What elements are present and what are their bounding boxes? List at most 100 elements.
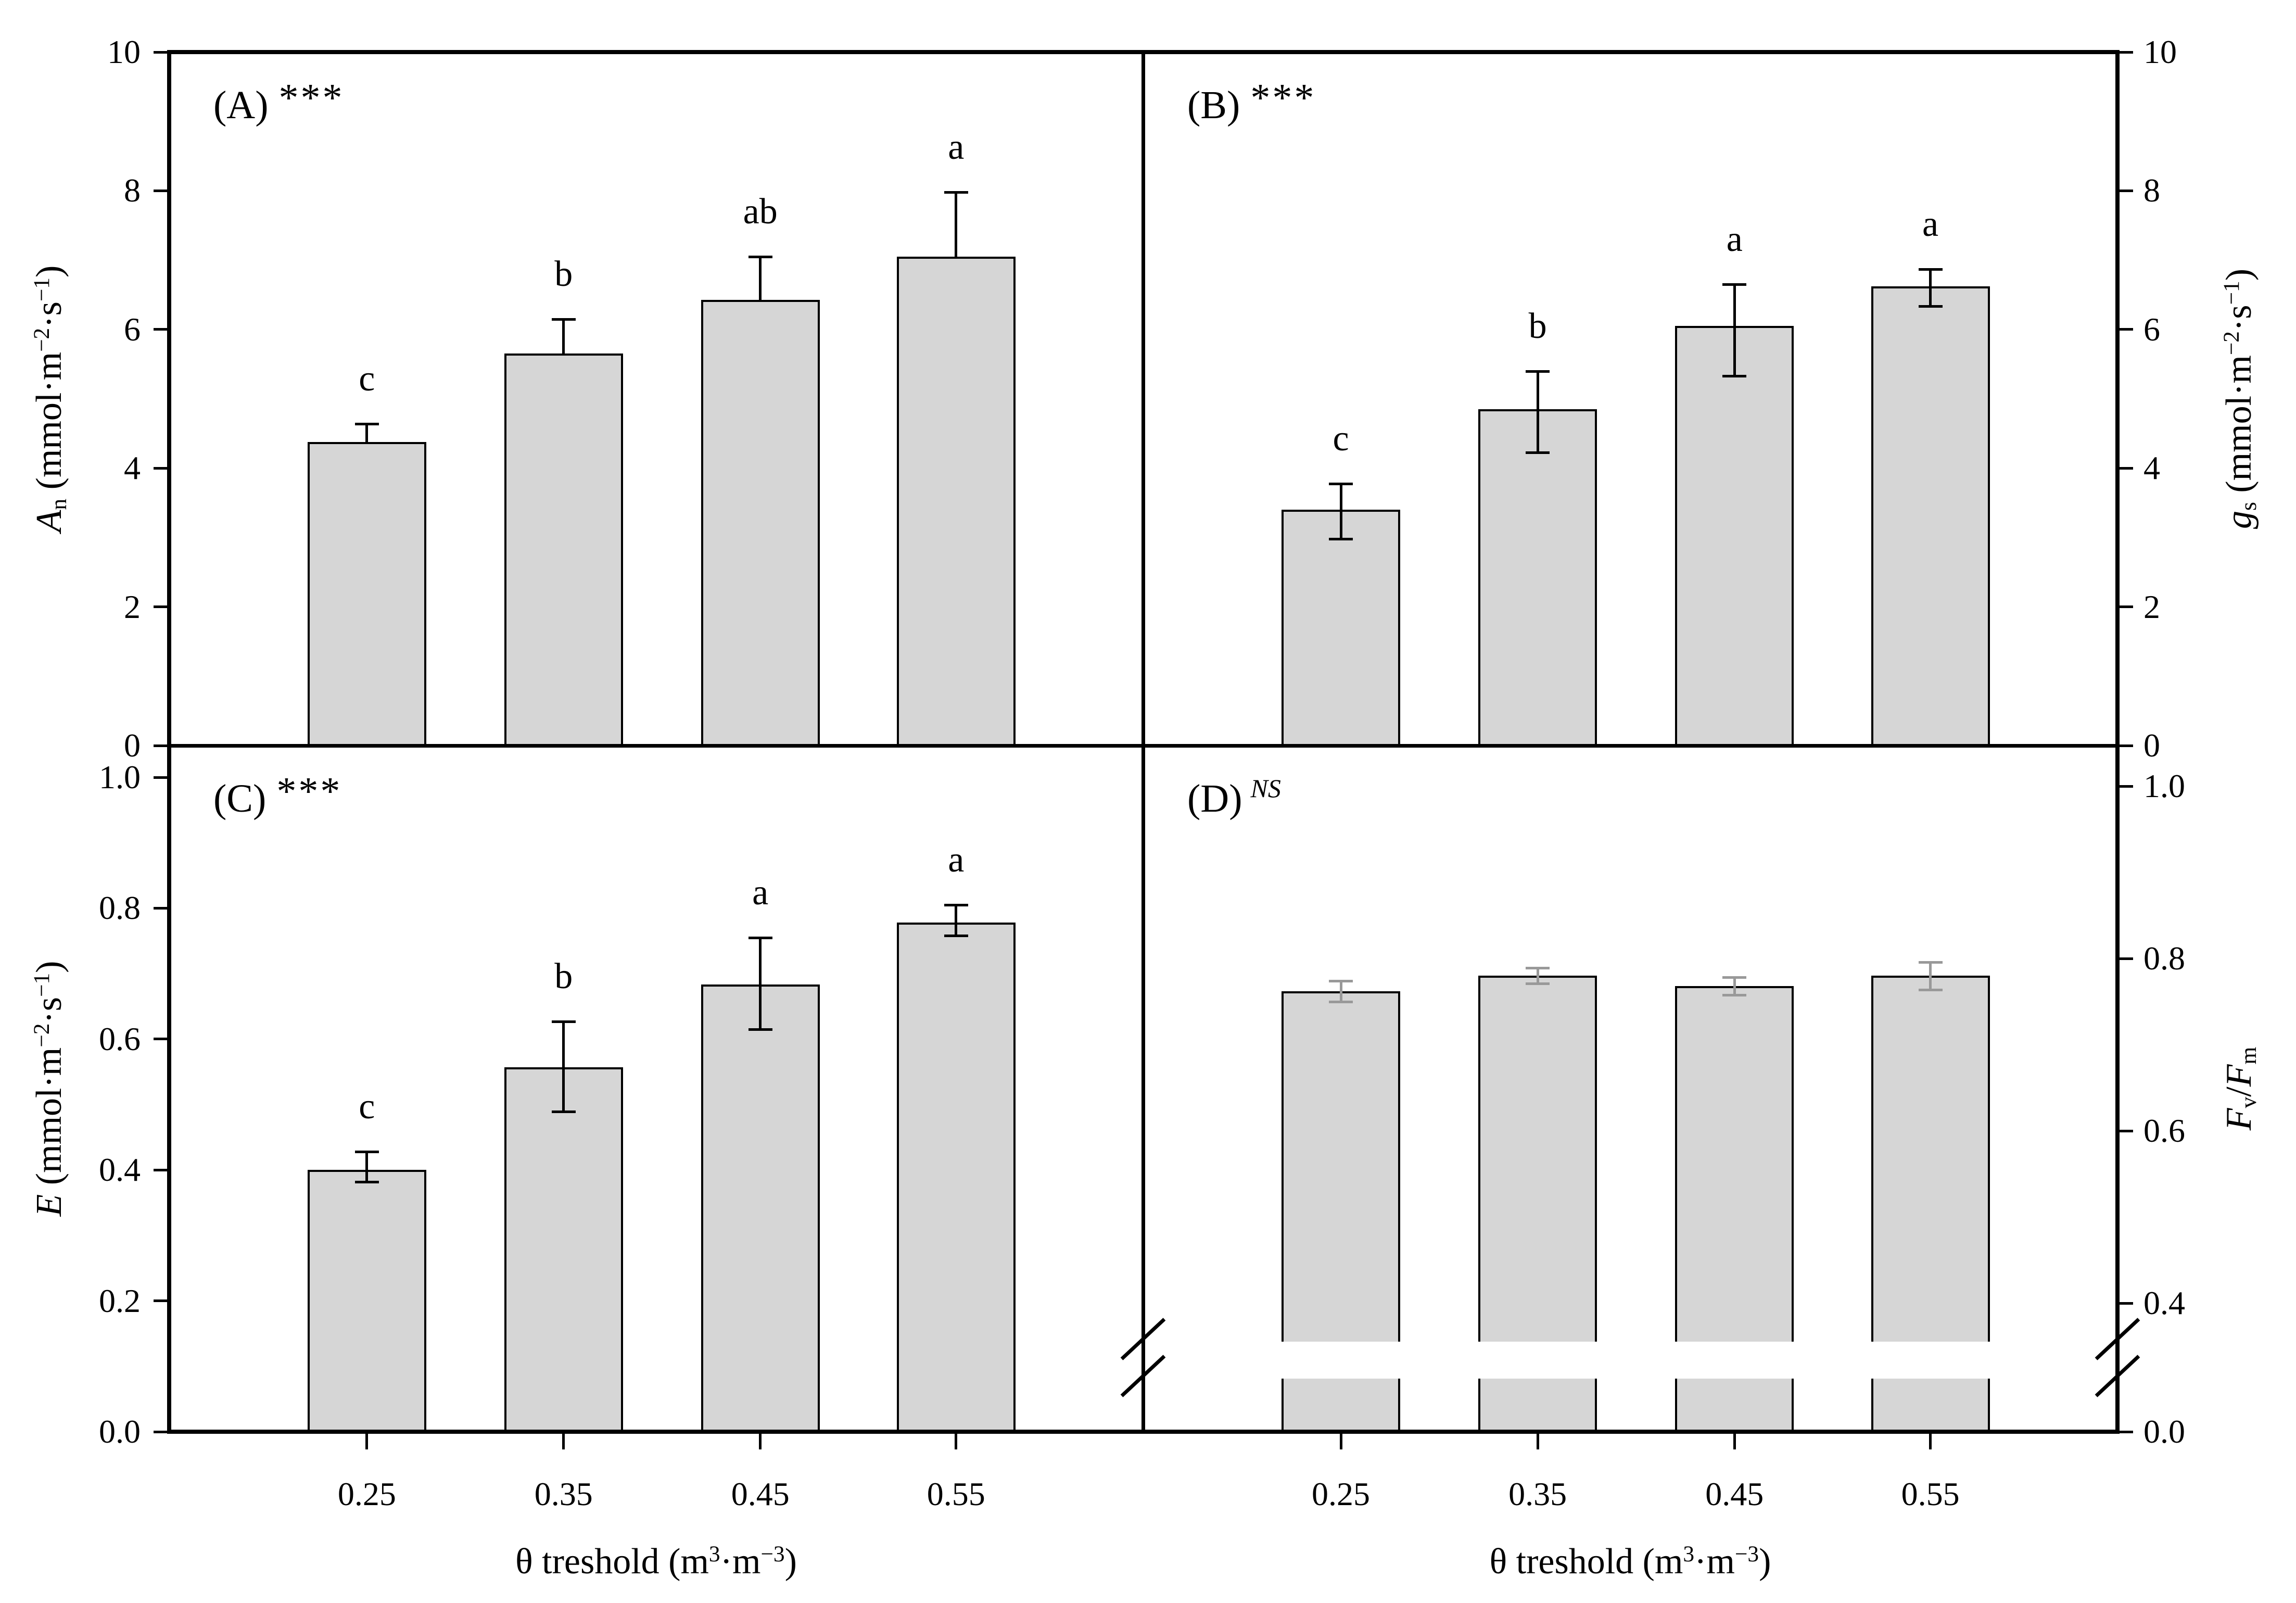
label-segment: ·s (2219, 305, 2259, 332)
label-segment: / (2219, 1087, 2259, 1097)
x-tick-label: 0.45 (731, 1475, 790, 1512)
error-bar-stem (1339, 981, 1342, 1002)
x-tick-label: 0.45 (1705, 1475, 1764, 1512)
x-axis-tick (1339, 1434, 1342, 1449)
y-axis-tick (2117, 51, 2133, 54)
label-segment: ·m (720, 1542, 761, 1582)
bar-segment-upper (1478, 976, 1597, 1342)
significance-marker: *** (1250, 76, 1316, 120)
y-tick-label: 2 (124, 588, 141, 625)
error-bar-cap-top (1918, 961, 1943, 964)
label-segment: ) (1759, 1542, 1771, 1582)
x-tick-label: 0.25 (1312, 1475, 1371, 1512)
y-axis-tick (2117, 1129, 2133, 1132)
bar-letter: b (1528, 306, 1547, 346)
label-segment: v (2236, 1096, 2261, 1108)
error-bar-cap-top (1329, 482, 1353, 485)
bar-letter: b (554, 254, 573, 294)
label-segment: 3 (1683, 1542, 1695, 1567)
y-axis-tick (2117, 605, 2133, 609)
error-bar-stem (1929, 962, 1932, 990)
error-bar-cap-bottom (1329, 1000, 1353, 1003)
y-tick-label: 0.4 (99, 1151, 141, 1189)
error-bar-cap-top (1526, 967, 1550, 970)
error-bar-cap-top (748, 255, 772, 258)
error-bar-cap-bottom (748, 1028, 772, 1031)
error-bar-stem (1929, 269, 1932, 306)
error-bar-cap-top (551, 1020, 576, 1023)
y-axis-tick (154, 744, 169, 747)
label-segment: ) (29, 265, 69, 278)
error-bar-cap-bottom (1722, 375, 1747, 378)
label-segment: ·s (29, 997, 69, 1024)
error-bar-cap-top (748, 936, 772, 939)
error-bar-cap-top (944, 904, 968, 907)
y-axis-tick (154, 328, 169, 331)
label-segment: −2 (2219, 331, 2244, 356)
error-bar-cap-top (551, 318, 576, 321)
error-bar-cap-top (1526, 370, 1550, 373)
label-segment: −1 (29, 277, 55, 302)
y-axis-tick (2117, 1430, 2133, 1433)
significance-marker: NS (1250, 774, 1281, 803)
label-segment: s (2236, 502, 2261, 511)
error-bar-cap-top (1329, 980, 1353, 983)
error-bar-cap-bottom (1526, 451, 1550, 454)
label-segment: θ treshold (m (515, 1542, 709, 1582)
bar (1282, 510, 1401, 746)
label-segment: 3 (708, 1542, 720, 1567)
error-bar-cap-bottom (1526, 982, 1550, 985)
label-segment: ·m (1694, 1542, 1735, 1582)
y-tick-label: 0.6 (99, 1020, 141, 1057)
error-bar-stem (1733, 284, 1736, 376)
label-segment: (mmol·m (2219, 355, 2259, 502)
bar (1675, 326, 1794, 746)
bar (504, 354, 623, 746)
y-tick-label: 1.0 (99, 759, 141, 796)
x-tick-label: 0.35 (534, 1475, 593, 1512)
error-bar-cap-top (944, 191, 968, 194)
y-tick-label: 0.4 (2143, 1284, 2185, 1321)
y-tick-label: 0.6 (2143, 1112, 2185, 1149)
bar-letter: a (948, 840, 965, 880)
bar-letter: b (554, 956, 573, 996)
y-axis-tick (2117, 1302, 2133, 1305)
panel-letter: (B) (1187, 83, 1240, 127)
panel-letter: (D) (1187, 777, 1242, 821)
bar-segment-upper (1282, 991, 1401, 1342)
panel-letter: (C) (213, 777, 267, 821)
label-segment: m (2236, 1046, 2261, 1065)
x-tick-label: 0.55 (1901, 1475, 1960, 1512)
label-segment: ) (2219, 268, 2259, 281)
bar-segment-upper (1675, 986, 1794, 1342)
x-axis-tick (1733, 1434, 1736, 1449)
y-tick-label: 0.0 (2143, 1413, 2185, 1450)
error-bar-stem (759, 937, 762, 1029)
panel-divider-horizontal (169, 743, 2117, 748)
error-bar-cap-top (1722, 976, 1747, 979)
y-axis-title: Fv/Fm (2218, 1046, 2261, 1130)
label-segment: −3 (760, 1542, 785, 1567)
x-axis-tick (1536, 1434, 1539, 1449)
y-tick-label: 6 (124, 310, 141, 348)
x-axis-tick (955, 1434, 958, 1449)
label-segment: −1 (2219, 281, 2244, 305)
bar-segment-lower (1478, 1379, 1597, 1432)
error-bar-cap-top (1918, 268, 1943, 271)
panel-divider-vertical (1141, 52, 1145, 1432)
y-axis-tick (154, 189, 169, 192)
bar-letter: a (1922, 204, 1939, 244)
label-segment: A (29, 510, 69, 533)
y-tick-label: 8 (2143, 172, 2160, 209)
y-axis-tick (154, 1299, 169, 1303)
label-segment: −2 (29, 1023, 55, 1047)
label-segment: g (2219, 511, 2259, 529)
y-axis-tick (2117, 957, 2133, 960)
label-segment: E (29, 1194, 69, 1217)
error-bar-cap-bottom (1918, 305, 1943, 308)
bar-letter: c (359, 358, 375, 399)
x-tick-label: 0.25 (337, 1475, 396, 1512)
label-segment: θ treshold (m (1489, 1542, 1683, 1582)
y-tick-label: 8 (124, 172, 141, 209)
bar (504, 1067, 623, 1432)
